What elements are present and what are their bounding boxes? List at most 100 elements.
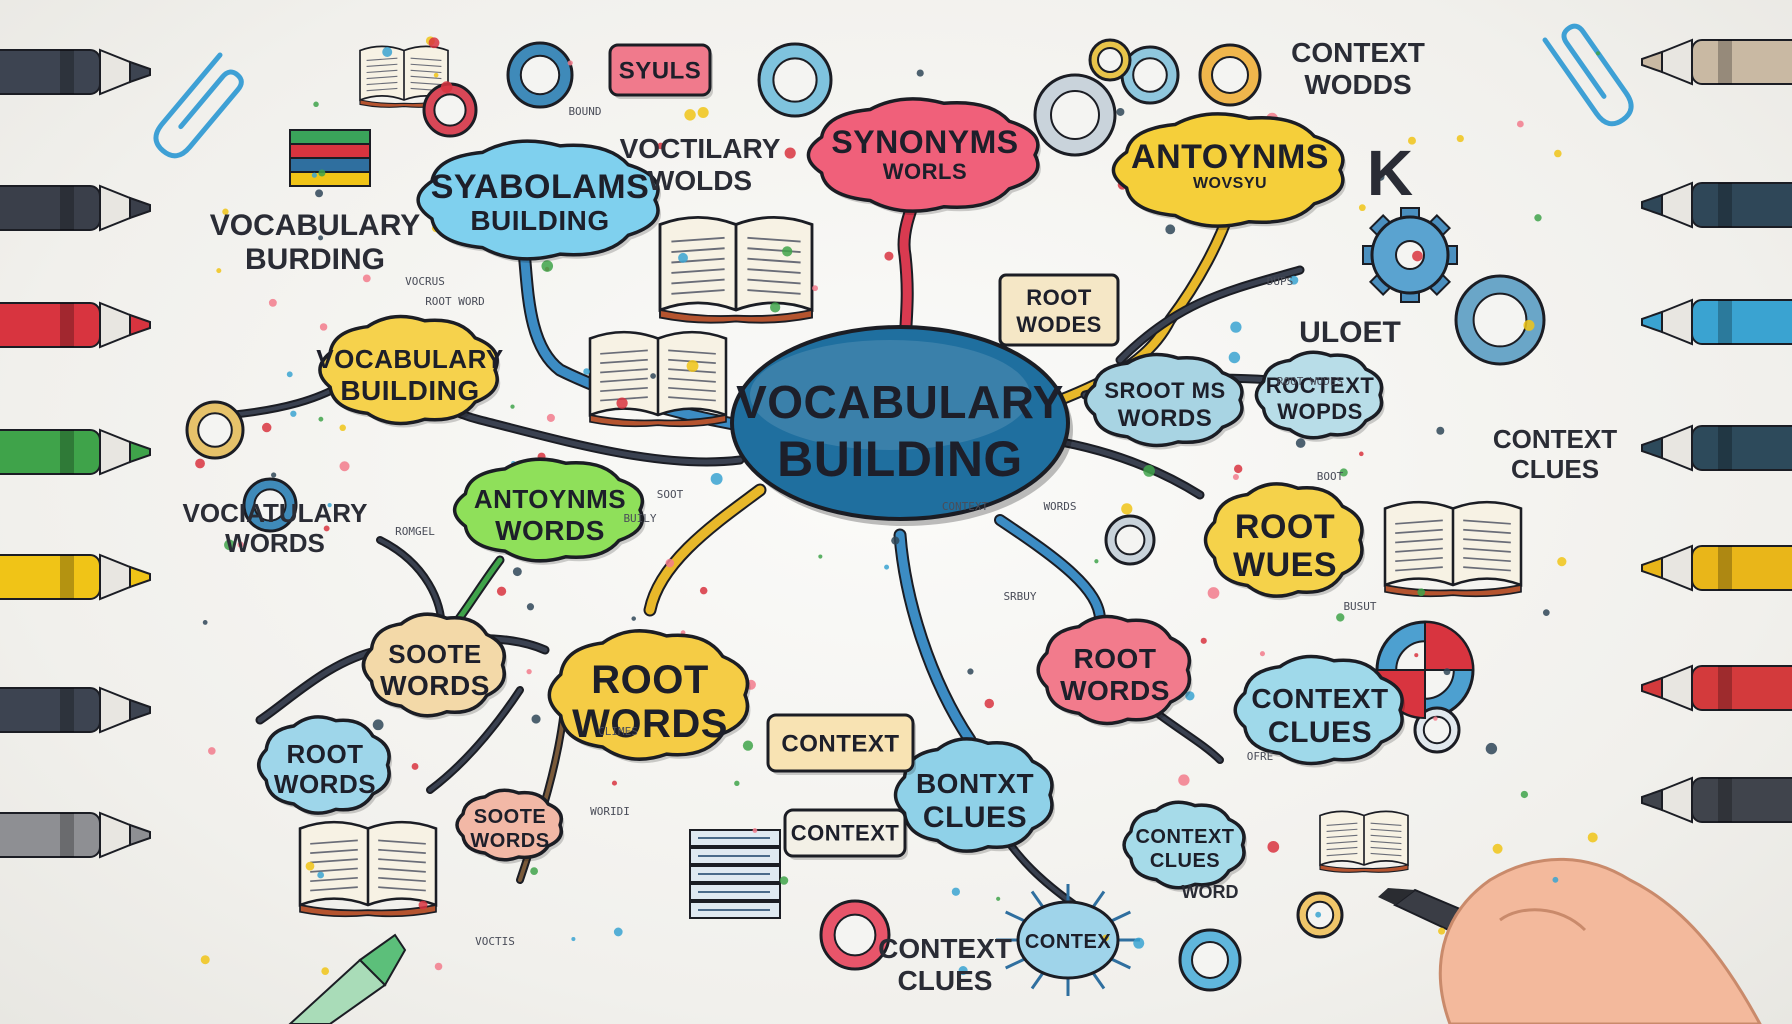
paperclip-right-icon: [1542, 23, 1634, 127]
marker-pen-right-7: [1641, 38, 1792, 86]
marker-pen-left-3: [0, 428, 151, 476]
marker-pen-green-tip: [288, 933, 407, 1024]
connector-9: [1117, 267, 1303, 363]
connector-6: [996, 516, 1104, 624]
magnifier-icon: [757, 42, 833, 118]
scribble-text: BOUND: [568, 105, 601, 118]
open-book-icon-mid: [588, 330, 728, 428]
node-root-words-main-line2: WORDS: [572, 702, 728, 746]
marker-pen-right-13: [1641, 776, 1792, 824]
scribble-text: SRBUY: [1003, 590, 1036, 603]
marker-pen-left-6: [0, 811, 151, 859]
node-soote-words-small-line2: WORDS: [470, 830, 549, 852]
label-root-wodes-line2: WODES: [1016, 312, 1102, 337]
marker-pen-right-12: [1641, 664, 1792, 712]
floating-context-clues-right-float-line1: CONTEXT: [1493, 424, 1617, 454]
floating-context-wods-top-line2: WODDS: [1304, 69, 1411, 100]
scribble-text: BOOT: [1317, 470, 1344, 483]
marker-pen-left-1: [0, 184, 151, 232]
wheel-icon: [1454, 274, 1546, 366]
node-root-words-pink-line1: ROOT: [1074, 643, 1157, 674]
node-antoynms-top-line1: ANTOYNMS: [1131, 138, 1329, 176]
connector-7: [1047, 437, 1203, 498]
node-context-clues-small-line2: CLUES: [1150, 850, 1220, 872]
node-root-words-left-line2: WORDS: [274, 769, 376, 799]
node-soote-words-line2: WORDS: [380, 670, 490, 701]
scribble-text: WORIDI: [590, 805, 630, 818]
node-root-words-left-line1: ROOT: [286, 739, 363, 769]
marker-pen-right-10: [1641, 424, 1792, 472]
marker-pen-left-2: [0, 301, 151, 349]
node-context-clues-small-line1: CONTEXT: [1135, 826, 1234, 848]
node-context-clues-right-line1: CONTEXT: [1251, 683, 1388, 714]
scribble-text: DUPS: [1267, 275, 1294, 288]
node-root-wues-line2: WUES: [1233, 546, 1337, 584]
marker-pen-right-8: [1641, 181, 1792, 229]
node-sroot-words-line1: SROOT MS: [1104, 378, 1225, 403]
marker-pen-left-5: [0, 686, 151, 734]
target-icon: [506, 41, 574, 109]
node-bontxt-clues-line2: CLUES: [923, 801, 1027, 834]
connector-5: [895, 530, 975, 745]
floating-word-line1: WORD: [1182, 882, 1239, 902]
letter-c-icon: [1198, 43, 1262, 107]
open-book-icon-right: [1383, 500, 1523, 598]
marker-pen-left-4: [0, 553, 151, 601]
floating-vocabulary-building-left-line1: VOCABULARY: [210, 209, 421, 242]
floating-context-clues-right-float-line2: CLUES: [1511, 454, 1599, 484]
node-bontxt-clues-line1: BONTXT: [916, 768, 1034, 799]
node-antoynms-green-line2: WORDS: [495, 515, 605, 546]
scribble-text: SOOT: [657, 488, 684, 501]
label-root-wodes-line1: ROOT: [1026, 285, 1092, 310]
letter-d-icon: [422, 82, 478, 138]
floating-context-clues-bottom-line2: CLUES: [898, 965, 993, 996]
label-context-2: CONTEXT: [783, 808, 908, 860]
connector-4: [645, 485, 765, 615]
node-syabolams-line2: BUILDING: [470, 205, 609, 236]
compass-icon: [185, 400, 245, 460]
copyright-c-icon: [1033, 73, 1117, 157]
letter-a-icon: [1088, 38, 1132, 82]
scribble-text: ROOT WORD: [425, 295, 485, 308]
scribble-text: WORDS: [1043, 500, 1076, 513]
floating-uloet: ULOET: [1299, 316, 1401, 349]
scribble-text: BUSUT: [1343, 600, 1376, 613]
node-soote-words-small-line1: SOOTE: [474, 806, 547, 828]
scribble-text: CLIMES: [598, 725, 638, 738]
scribble-text: ROMGEL: [395, 525, 435, 538]
floating-k-letter-line1: K: [1367, 137, 1413, 209]
gear-icon: [1362, 207, 1458, 303]
node-synonyms-line1: SYNONYMS: [831, 124, 1018, 160]
floating-context-clues-bottom-line1: CONTEXT: [878, 933, 1012, 964]
scribble-text: VOCTIS: [475, 935, 515, 948]
node-synonyms-line2: WORLS: [883, 159, 967, 184]
node-sroot-words-line2: WORDS: [1118, 405, 1213, 432]
label-context-2-text: CONTEXT: [791, 821, 900, 846]
document-stack-icon: [689, 829, 781, 919]
doodle-layer: [153, 23, 1762, 1024]
label-syuls-text: SYULS: [619, 57, 702, 84]
gear-small-icon: [1104, 514, 1156, 566]
paperclip-left-icon: [153, 52, 244, 159]
floating-k-letter: K: [1367, 137, 1413, 209]
